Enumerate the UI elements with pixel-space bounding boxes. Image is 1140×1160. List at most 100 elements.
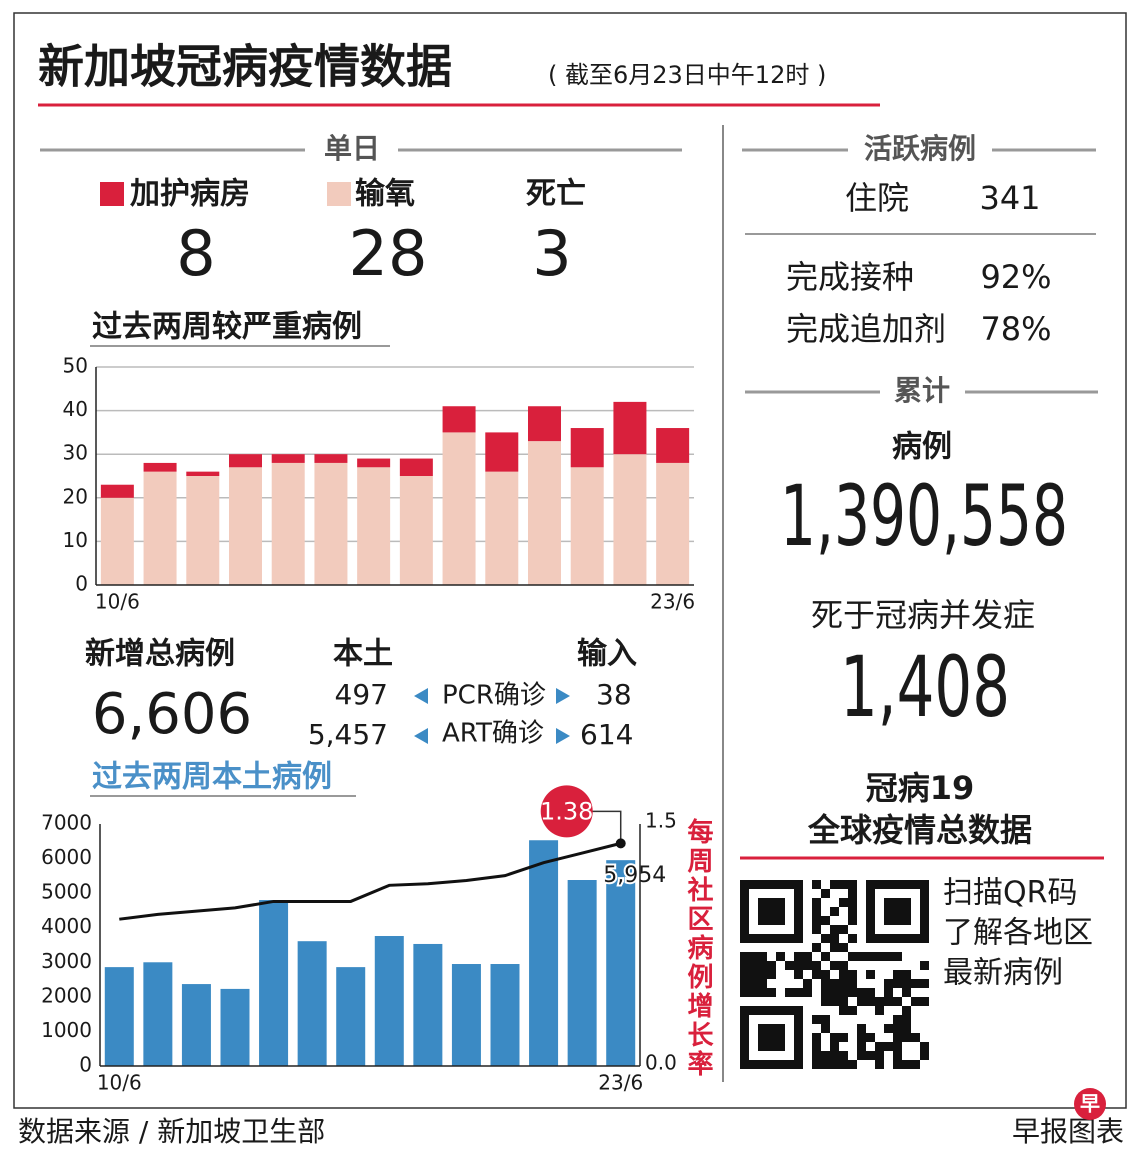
bar-segment <box>528 441 561 585</box>
qr-cell <box>893 1024 902 1033</box>
qr-cell <box>758 970 767 979</box>
imported-label: 输入 <box>577 637 637 672</box>
qr-cell <box>848 952 857 961</box>
qr-cell <box>803 979 812 988</box>
qr-cell <box>803 952 812 961</box>
qr-cell <box>902 1060 911 1069</box>
qr-cell <box>749 979 758 988</box>
chart-title: 过去两周本土病例 <box>92 760 332 795</box>
qr-cell <box>839 898 848 907</box>
qr-cell <box>830 1042 839 1051</box>
qr-cell <box>821 916 830 925</box>
qr-cell <box>812 970 821 979</box>
bar <box>259 900 289 1066</box>
qr-cell <box>857 1024 866 1033</box>
annotation-bubble <box>540 785 593 838</box>
qr-cell <box>821 979 830 988</box>
qr-cell <box>920 979 929 988</box>
qr-cell <box>821 997 830 1006</box>
deaths-value: 1,408 <box>840 638 1010 736</box>
qr-cell <box>830 961 839 970</box>
bar-segment <box>485 471 519 585</box>
y2-tick-label: 1.5 <box>645 809 677 833</box>
bar-segment <box>613 454 647 585</box>
qr-finder <box>884 898 911 925</box>
qr-cell <box>812 1033 821 1042</box>
qr-cell <box>893 1042 902 1051</box>
bar <box>374 936 404 1066</box>
qr-cell <box>758 952 767 961</box>
qr-cell <box>902 988 911 997</box>
qr-cell <box>911 1033 920 1042</box>
bar <box>220 988 250 1066</box>
y-tick-label: 4000 <box>41 914 92 938</box>
qr-cell <box>812 1042 821 1051</box>
qr-cell <box>812 1015 821 1024</box>
qr-cell <box>902 979 911 988</box>
bar <box>143 962 173 1066</box>
qr-finder <box>758 898 785 925</box>
qr-cell <box>821 1051 830 1060</box>
bar <box>529 840 559 1066</box>
qr-cell <box>767 988 776 997</box>
qr-cell <box>902 1033 911 1042</box>
legend-swatch <box>100 182 124 206</box>
x-tick-label: 10/6 <box>97 1071 142 1095</box>
y-tick-label: 2000 <box>41 983 92 1007</box>
death-label: 死亡 <box>526 177 586 212</box>
qr-cell <box>848 916 857 925</box>
qr-cell <box>749 961 758 970</box>
qr-cell <box>740 979 749 988</box>
global-title: 全球疫情总数据 <box>807 811 1032 849</box>
bar-segment <box>100 484 134 498</box>
legend-label: 输氧 <box>355 177 415 212</box>
qr-cell <box>794 988 803 997</box>
qr-cell <box>839 988 848 997</box>
qr-cell <box>902 1015 911 1024</box>
qr-cell <box>866 997 875 1006</box>
imported-count: 38 <box>596 678 632 711</box>
source: 数据来源 / 新加坡卫生部 <box>18 1115 325 1148</box>
bar-segment <box>485 432 519 472</box>
qr-cell <box>920 1051 929 1060</box>
qr-cell <box>830 943 839 952</box>
bar <box>451 964 481 1066</box>
qr-cell <box>767 961 776 970</box>
qr-cell <box>884 979 893 988</box>
qr-cell <box>812 898 821 907</box>
bar <box>413 943 443 1066</box>
bar-segment <box>357 467 391 585</box>
qr-cell <box>830 934 839 943</box>
legend-label: 加护病房 <box>130 177 250 212</box>
bar-segment <box>271 462 305 585</box>
qr-cell <box>866 988 875 997</box>
qr-cell <box>866 952 875 961</box>
qr-cell <box>893 1033 902 1042</box>
qr-cell <box>893 952 902 961</box>
qr-cell <box>812 907 821 916</box>
qr-cell <box>785 988 794 997</box>
y-tick-label: 20 <box>63 484 88 508</box>
qr-cell <box>821 970 830 979</box>
qr-cell <box>812 943 821 952</box>
qr-cell <box>884 1042 893 1051</box>
qr-cell <box>830 925 839 934</box>
y-tick-label: 3000 <box>41 949 92 973</box>
qr-cell <box>830 880 839 889</box>
bar-segment <box>143 471 177 585</box>
qr-text: 最新病例 <box>943 956 1063 991</box>
qr-cell <box>911 997 920 1006</box>
legend-swatch <box>327 182 351 206</box>
qr-cell <box>884 952 893 961</box>
qr-cell <box>830 1051 839 1060</box>
qr-finder <box>758 1024 785 1051</box>
cumulative-heading: 累计 <box>894 374 950 407</box>
bar-segment <box>186 476 220 585</box>
active-heading: 活跃病例 <box>864 132 976 165</box>
qr-cell <box>740 952 749 961</box>
point <box>615 838 626 849</box>
qr-cell <box>848 1006 857 1015</box>
booster-value: 78% <box>980 310 1051 348</box>
y-tick-label: 50 <box>63 354 88 378</box>
